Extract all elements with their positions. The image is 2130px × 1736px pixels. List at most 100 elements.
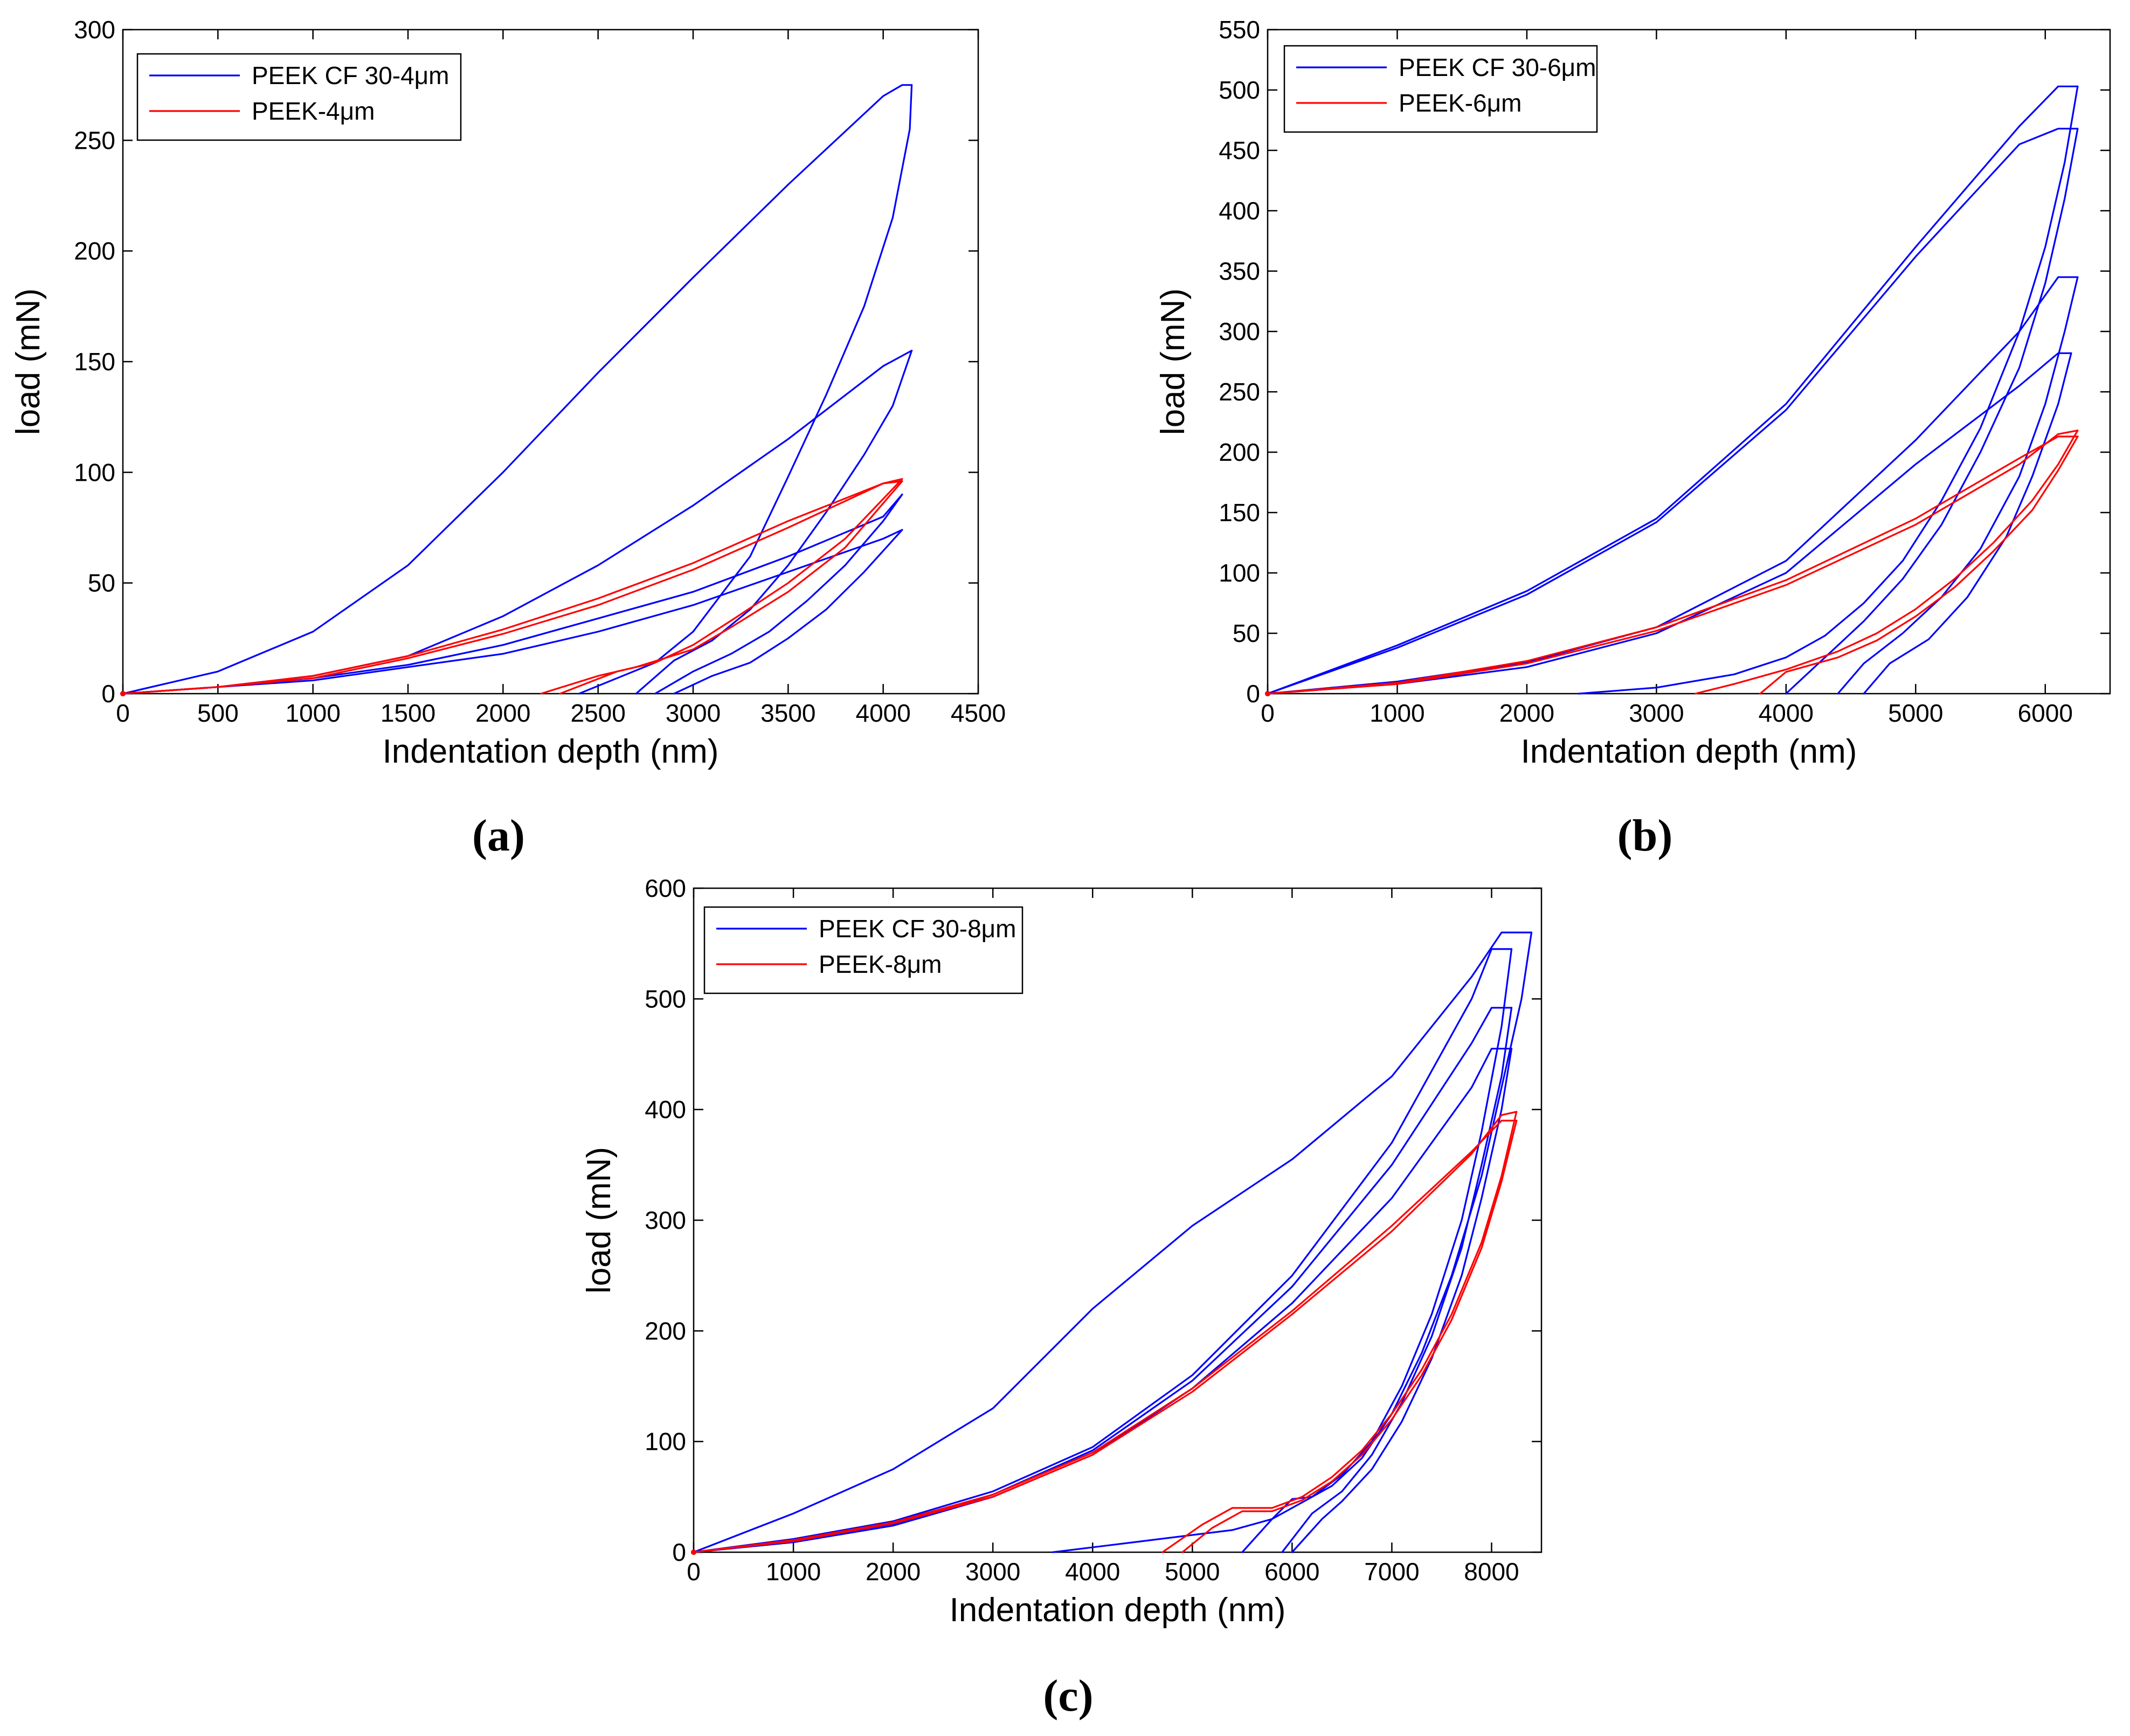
x-tick-label: 7000	[1364, 1558, 1419, 1586]
curve-red	[540, 480, 903, 695]
x-tick-label: 2000	[475, 699, 530, 727]
x-tick-label: 3000	[1629, 699, 1684, 727]
x-tick-label: 2500	[570, 699, 625, 727]
curve-blue	[578, 84, 913, 695]
x-tick-label: 2000	[1499, 699, 1554, 727]
curve-red	[1267, 435, 2079, 695]
series-blue	[120, 84, 913, 696]
y-axis-title: load (mN)	[580, 1147, 618, 1294]
origin-marker	[1265, 691, 1270, 696]
curve-red	[1694, 430, 2079, 695]
y-tick-label: 600	[645, 874, 686, 902]
curve-blue	[122, 349, 913, 695]
y-tick-label: 550	[1219, 16, 1260, 44]
series-red	[691, 1111, 1518, 1555]
y-tick-label: 500	[645, 985, 686, 1013]
y-axis-title: load (mN)	[1154, 288, 1192, 435]
y-tick-label: 0	[1246, 680, 1260, 708]
y-tick-label: 150	[1219, 499, 1260, 527]
x-tick-label: 6000	[1264, 1558, 1319, 1586]
curve-red	[1759, 435, 2079, 695]
x-tick-label: 5000	[1888, 699, 1943, 727]
series-blue	[1265, 85, 2079, 696]
panel-label: (a)	[472, 811, 525, 861]
curve-red	[122, 480, 903, 695]
curve-red	[693, 1111, 1518, 1553]
curve-blue	[654, 493, 903, 695]
panel-a: 0 500 1000 1500 2000 2500 3000 3500 4000 4500 0 50 1…	[10, 16, 1006, 861]
y-tick-label: 150	[74, 348, 115, 376]
y-tick-label: 500	[1219, 76, 1260, 104]
y-tick-label: 300	[645, 1206, 686, 1234]
curve-blue	[1837, 276, 2079, 695]
y-tick-label: 450	[1219, 136, 1260, 164]
legend-label: PEEK CF 30-4μm	[252, 61, 449, 89]
x-tick-label: 4000	[1759, 699, 1814, 727]
curve-blue	[1267, 352, 2072, 695]
curve-blue	[122, 84, 913, 695]
curve-blue	[1863, 352, 2072, 695]
panel-label: (b)	[1617, 811, 1673, 861]
y-tick-label: 250	[1219, 378, 1260, 406]
curve-blue	[1578, 85, 2079, 695]
x-tick-label: 0	[116, 699, 130, 727]
series-red	[1265, 430, 2079, 696]
y-tick-label: 100	[645, 1428, 686, 1456]
y-tick-label: 200	[645, 1317, 686, 1345]
x-tick-label: 4000	[855, 699, 910, 727]
curve-blue	[1291, 1048, 1513, 1553]
legend-label: PEEK CF 30-6μm	[1399, 53, 1596, 81]
y-tick-label: 300	[1219, 317, 1260, 345]
panel-c: 0 1000 2000 3000 4000 5000 6000 7000 8000 0 100 200…	[580, 874, 1543, 1721]
legend-label: PEEK-8μm	[819, 950, 942, 978]
curve-blue	[1267, 128, 2079, 695]
x-tick-label: 0	[687, 1558, 701, 1586]
x-tick-label: 8000	[1464, 1558, 1519, 1586]
x-tick-label: 500	[197, 699, 239, 727]
origin-marker	[691, 1550, 696, 1555]
x-tick-label: 3500	[760, 699, 815, 727]
x-tick-label: 5000	[1165, 1558, 1220, 1586]
curve-red	[1161, 1111, 1518, 1553]
curve-red	[693, 1119, 1518, 1553]
legend-box	[703, 906, 1023, 994]
curve-blue	[673, 529, 903, 695]
panel-label: (c)	[1043, 1671, 1093, 1721]
y-tick-label: 50	[88, 569, 115, 597]
plot-frame	[1267, 29, 2111, 695]
series-blue	[691, 931, 1533, 1555]
x-tick-label: 2000	[866, 1558, 921, 1586]
curve-blue	[693, 1007, 1513, 1553]
curve-red	[1181, 1119, 1518, 1553]
y-axis-title: load (mN)	[10, 288, 47, 435]
x-axis-title: Indentation depth (nm)	[1521, 733, 1857, 770]
legend-label: PEEK-6μm	[1399, 89, 1522, 117]
curve-blue	[693, 948, 1513, 1553]
x-tick-label: 4000	[1065, 1558, 1120, 1586]
curve-blue	[1281, 1007, 1513, 1553]
x-tick-label: 1000	[285, 699, 340, 727]
y-tick-label: 300	[74, 16, 115, 44]
legend-box	[1283, 45, 1598, 133]
series-red	[120, 478, 903, 696]
y-tick-label: 200	[1219, 438, 1260, 466]
curve-red	[559, 478, 903, 695]
y-tick-label: 100	[74, 458, 115, 486]
curve-blue	[693, 931, 1533, 1553]
x-tick-label: 3000	[965, 1558, 1020, 1586]
curve-blue	[635, 349, 913, 695]
y-tick-label: 200	[74, 237, 115, 265]
curve-blue	[1267, 85, 2079, 695]
panel-b: 0 1000 2000 3000 4000 5000 6000 0 50 100 150 200 250…	[1154, 16, 2111, 861]
y-tick-label: 50	[1233, 619, 1260, 647]
x-tick-label: 3000	[666, 699, 721, 727]
x-tick-label: 1000	[766, 1558, 821, 1586]
legend-label: PEEK-4μm	[252, 97, 375, 125]
legend-box	[136, 53, 462, 141]
x-tick-label: 1500	[381, 699, 435, 727]
origin-marker	[120, 691, 126, 696]
y-tick-label: 0	[101, 680, 115, 708]
x-tick-label: 4500	[951, 699, 1006, 727]
y-tick-label: 100	[1219, 559, 1260, 587]
